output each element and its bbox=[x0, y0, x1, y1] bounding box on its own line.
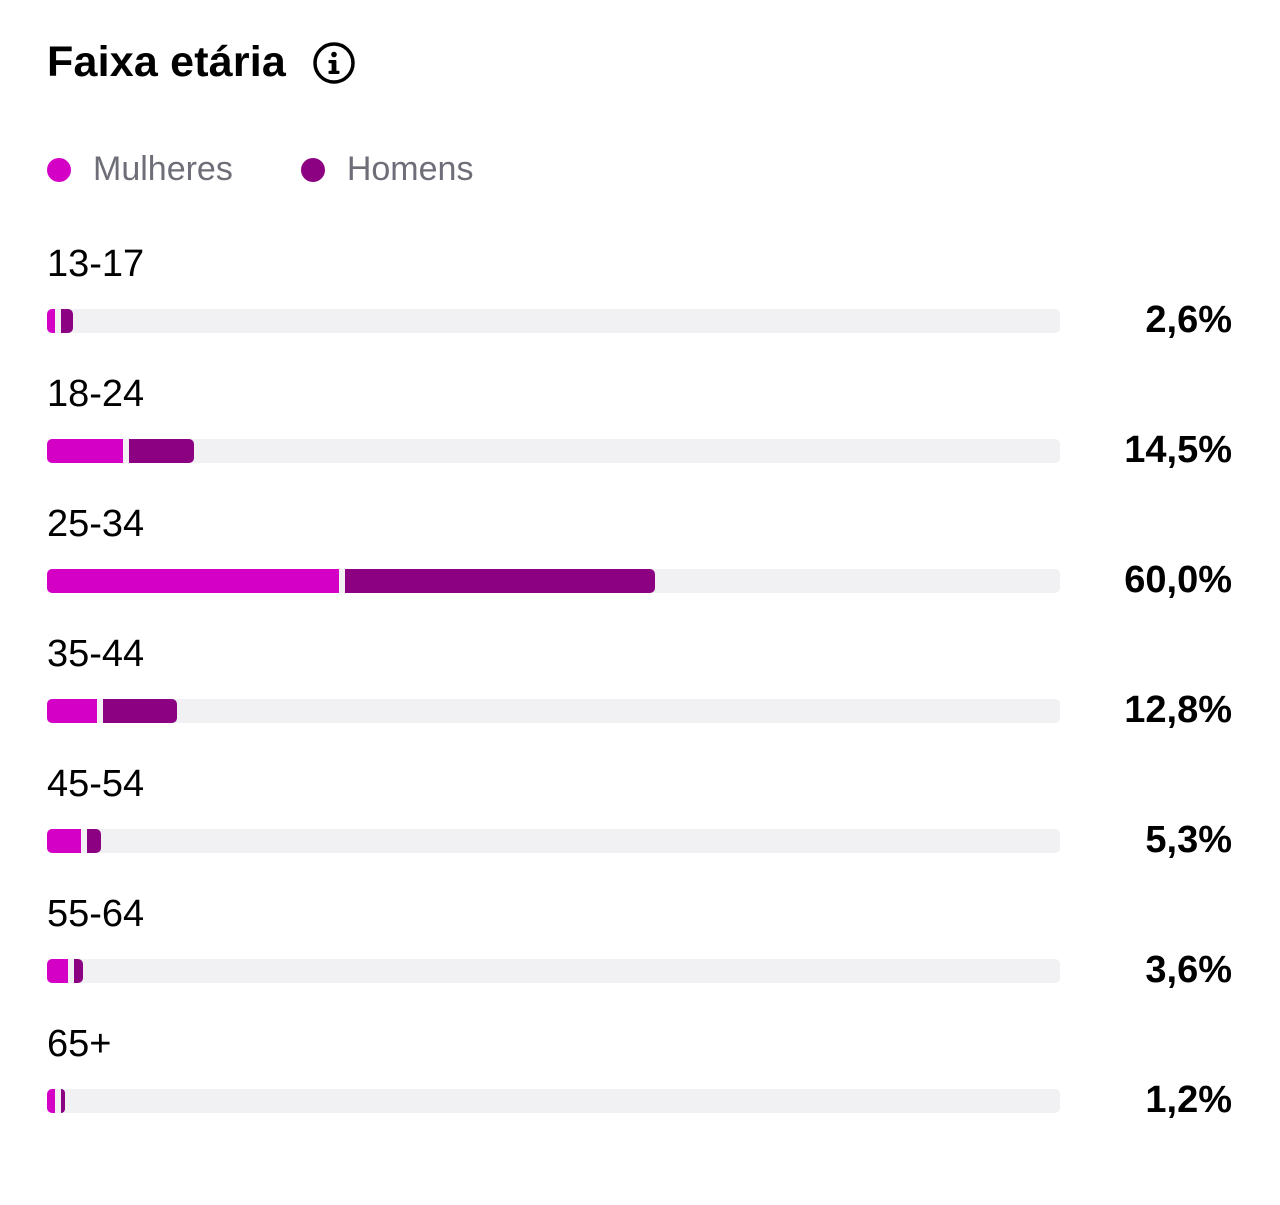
age-percentage-value: 2,6% bbox=[1145, 299, 1232, 341]
bar-segment-women bbox=[47, 309, 56, 333]
age-range-label: 35-44 bbox=[47, 633, 145, 675]
age-row: 45-54 5,3% bbox=[0, 762, 1280, 892]
age-row: 13-17 2,6% bbox=[0, 242, 1280, 372]
age-row: 55-64 3,6% bbox=[0, 892, 1280, 1022]
age-percentage-value: 3,6% bbox=[1145, 949, 1232, 991]
bar-segment-women bbox=[47, 959, 69, 983]
legend-label-women: Mulheres bbox=[93, 150, 233, 188]
age-row: 18-24 14,5% bbox=[0, 372, 1280, 502]
bar-segment-men bbox=[61, 309, 74, 333]
legend-swatch-men bbox=[300, 157, 325, 182]
bar-segment-women bbox=[47, 569, 339, 593]
bar-segment-men bbox=[128, 439, 194, 463]
legend-item-women: Mulheres bbox=[47, 150, 233, 189]
age-range-label: 45-54 bbox=[47, 763, 145, 805]
bar-track bbox=[47, 699, 1060, 723]
age-range-label: 65+ bbox=[47, 1023, 112, 1065]
bar-track bbox=[47, 959, 1060, 983]
chart-legend: Mulheres Homens bbox=[47, 150, 541, 189]
bar-segment-men bbox=[87, 829, 101, 853]
age-percentage-value: 12,8% bbox=[1124, 689, 1232, 731]
age-percentage-value: 1,2% bbox=[1145, 1079, 1232, 1121]
chart-title: Faixa etária bbox=[47, 38, 287, 86]
age-percentage-value: 60,0% bbox=[1124, 559, 1232, 601]
bar-segment-women bbox=[47, 439, 123, 463]
bar-track bbox=[47, 439, 1060, 463]
bar-track bbox=[47, 829, 1060, 853]
bar-track bbox=[47, 569, 1060, 593]
bar-segment-women bbox=[47, 1089, 56, 1113]
age-row: 65+ 1,2% bbox=[0, 1022, 1280, 1152]
legend-label-men: Homens bbox=[346, 150, 474, 188]
age-row: 25-34 60,0% bbox=[0, 502, 1280, 632]
legend-item-men: Homens bbox=[300, 150, 474, 189]
age-range-label: 25-34 bbox=[47, 503, 145, 545]
bar-segment-men bbox=[74, 959, 84, 983]
age-range-label: 18-24 bbox=[47, 373, 145, 415]
bar-segment-men bbox=[61, 1089, 66, 1113]
bar-track bbox=[47, 1089, 1060, 1113]
bar-segment-men bbox=[102, 699, 177, 723]
age-range-label: 13-17 bbox=[47, 243, 145, 285]
age-row: 35-44 12,8% bbox=[0, 632, 1280, 762]
age-percentage-value: 14,5% bbox=[1124, 429, 1232, 471]
age-percentage-value: 5,3% bbox=[1145, 819, 1232, 861]
legend-swatch-women bbox=[47, 157, 71, 182]
bar-segment-women bbox=[47, 699, 97, 723]
chart-header: Faixa etária bbox=[47, 38, 356, 87]
bar-segment-women bbox=[47, 829, 82, 853]
age-range-label: 55-64 bbox=[47, 893, 145, 935]
bar-segment-men bbox=[344, 569, 655, 593]
info-circle-icon[interactable] bbox=[312, 41, 356, 85]
bar-track bbox=[47, 309, 1060, 333]
